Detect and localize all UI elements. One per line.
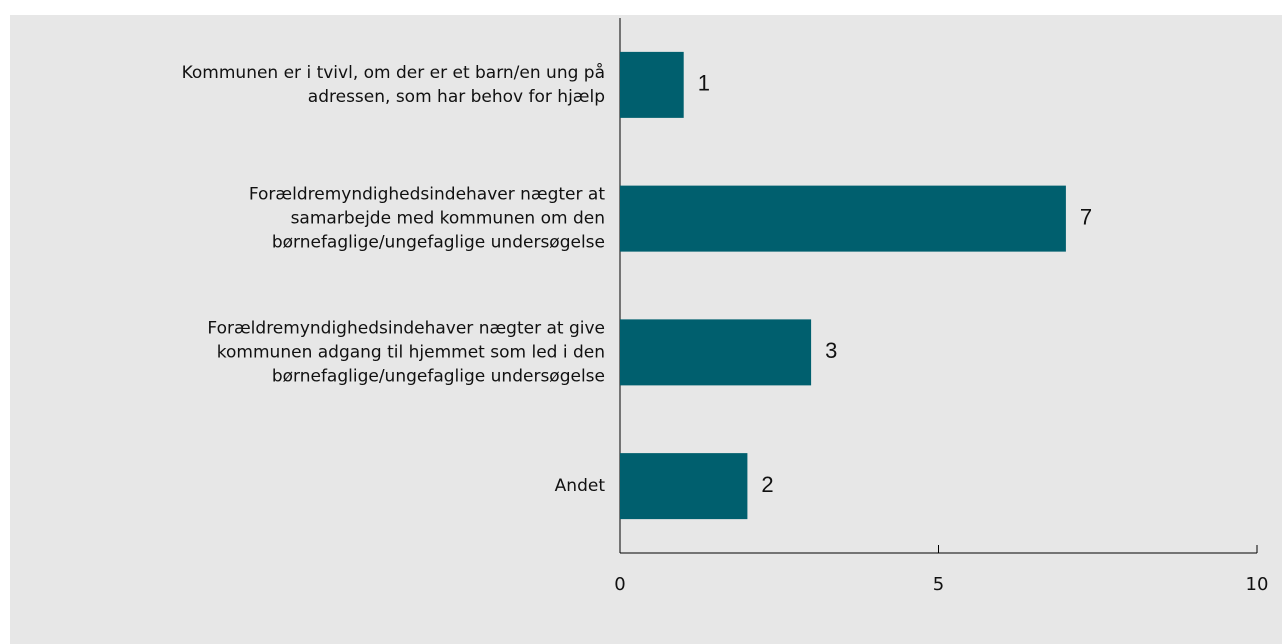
- category-label-line: Forældremyndighedsindehaver nægter at gi…: [207, 318, 605, 338]
- category-label-line: Forældremyndighedsindehaver nægter at: [249, 185, 605, 205]
- category-label-line: Kommunen er i tvivl, om der er et barn/e…: [182, 62, 605, 83]
- category-label-line: adressen, som har behov for hjælp: [308, 87, 605, 107]
- category-label: Forældremyndighedsindehaver nægter at sam…: [249, 185, 605, 253]
- x-tick-label: 5: [933, 574, 944, 595]
- category-label-line: børnefaglige/ungefaglige undersøgelse: [272, 233, 605, 253]
- bar: [620, 185, 1066, 252]
- value-label: 3: [825, 338, 837, 363]
- value-label: 1: [698, 71, 710, 96]
- category-label-line: samarbejde med kommunen om den: [291, 209, 605, 229]
- bar: [620, 453, 748, 520]
- value-label: 2: [761, 472, 773, 497]
- category-label-line: Andet: [555, 476, 606, 496]
- value-label: 7: [1080, 204, 1092, 229]
- bar: [620, 51, 684, 118]
- category-label: Kommunen er i tvivl, om der er et barn/e…: [182, 62, 605, 107]
- x-tick-label: 10: [1246, 574, 1269, 595]
- category-label-line: kommunen adgang til hjemmet som led i de…: [217, 342, 605, 362]
- category-label-line: børnefaglige/ungefaglige undersøgelse: [272, 366, 605, 386]
- bar: [620, 319, 812, 386]
- x-tick-label: 0: [614, 574, 625, 595]
- category-label: Forældremyndighedsindehaver nægter at gi…: [207, 318, 605, 386]
- category-label: Andet: [555, 476, 606, 496]
